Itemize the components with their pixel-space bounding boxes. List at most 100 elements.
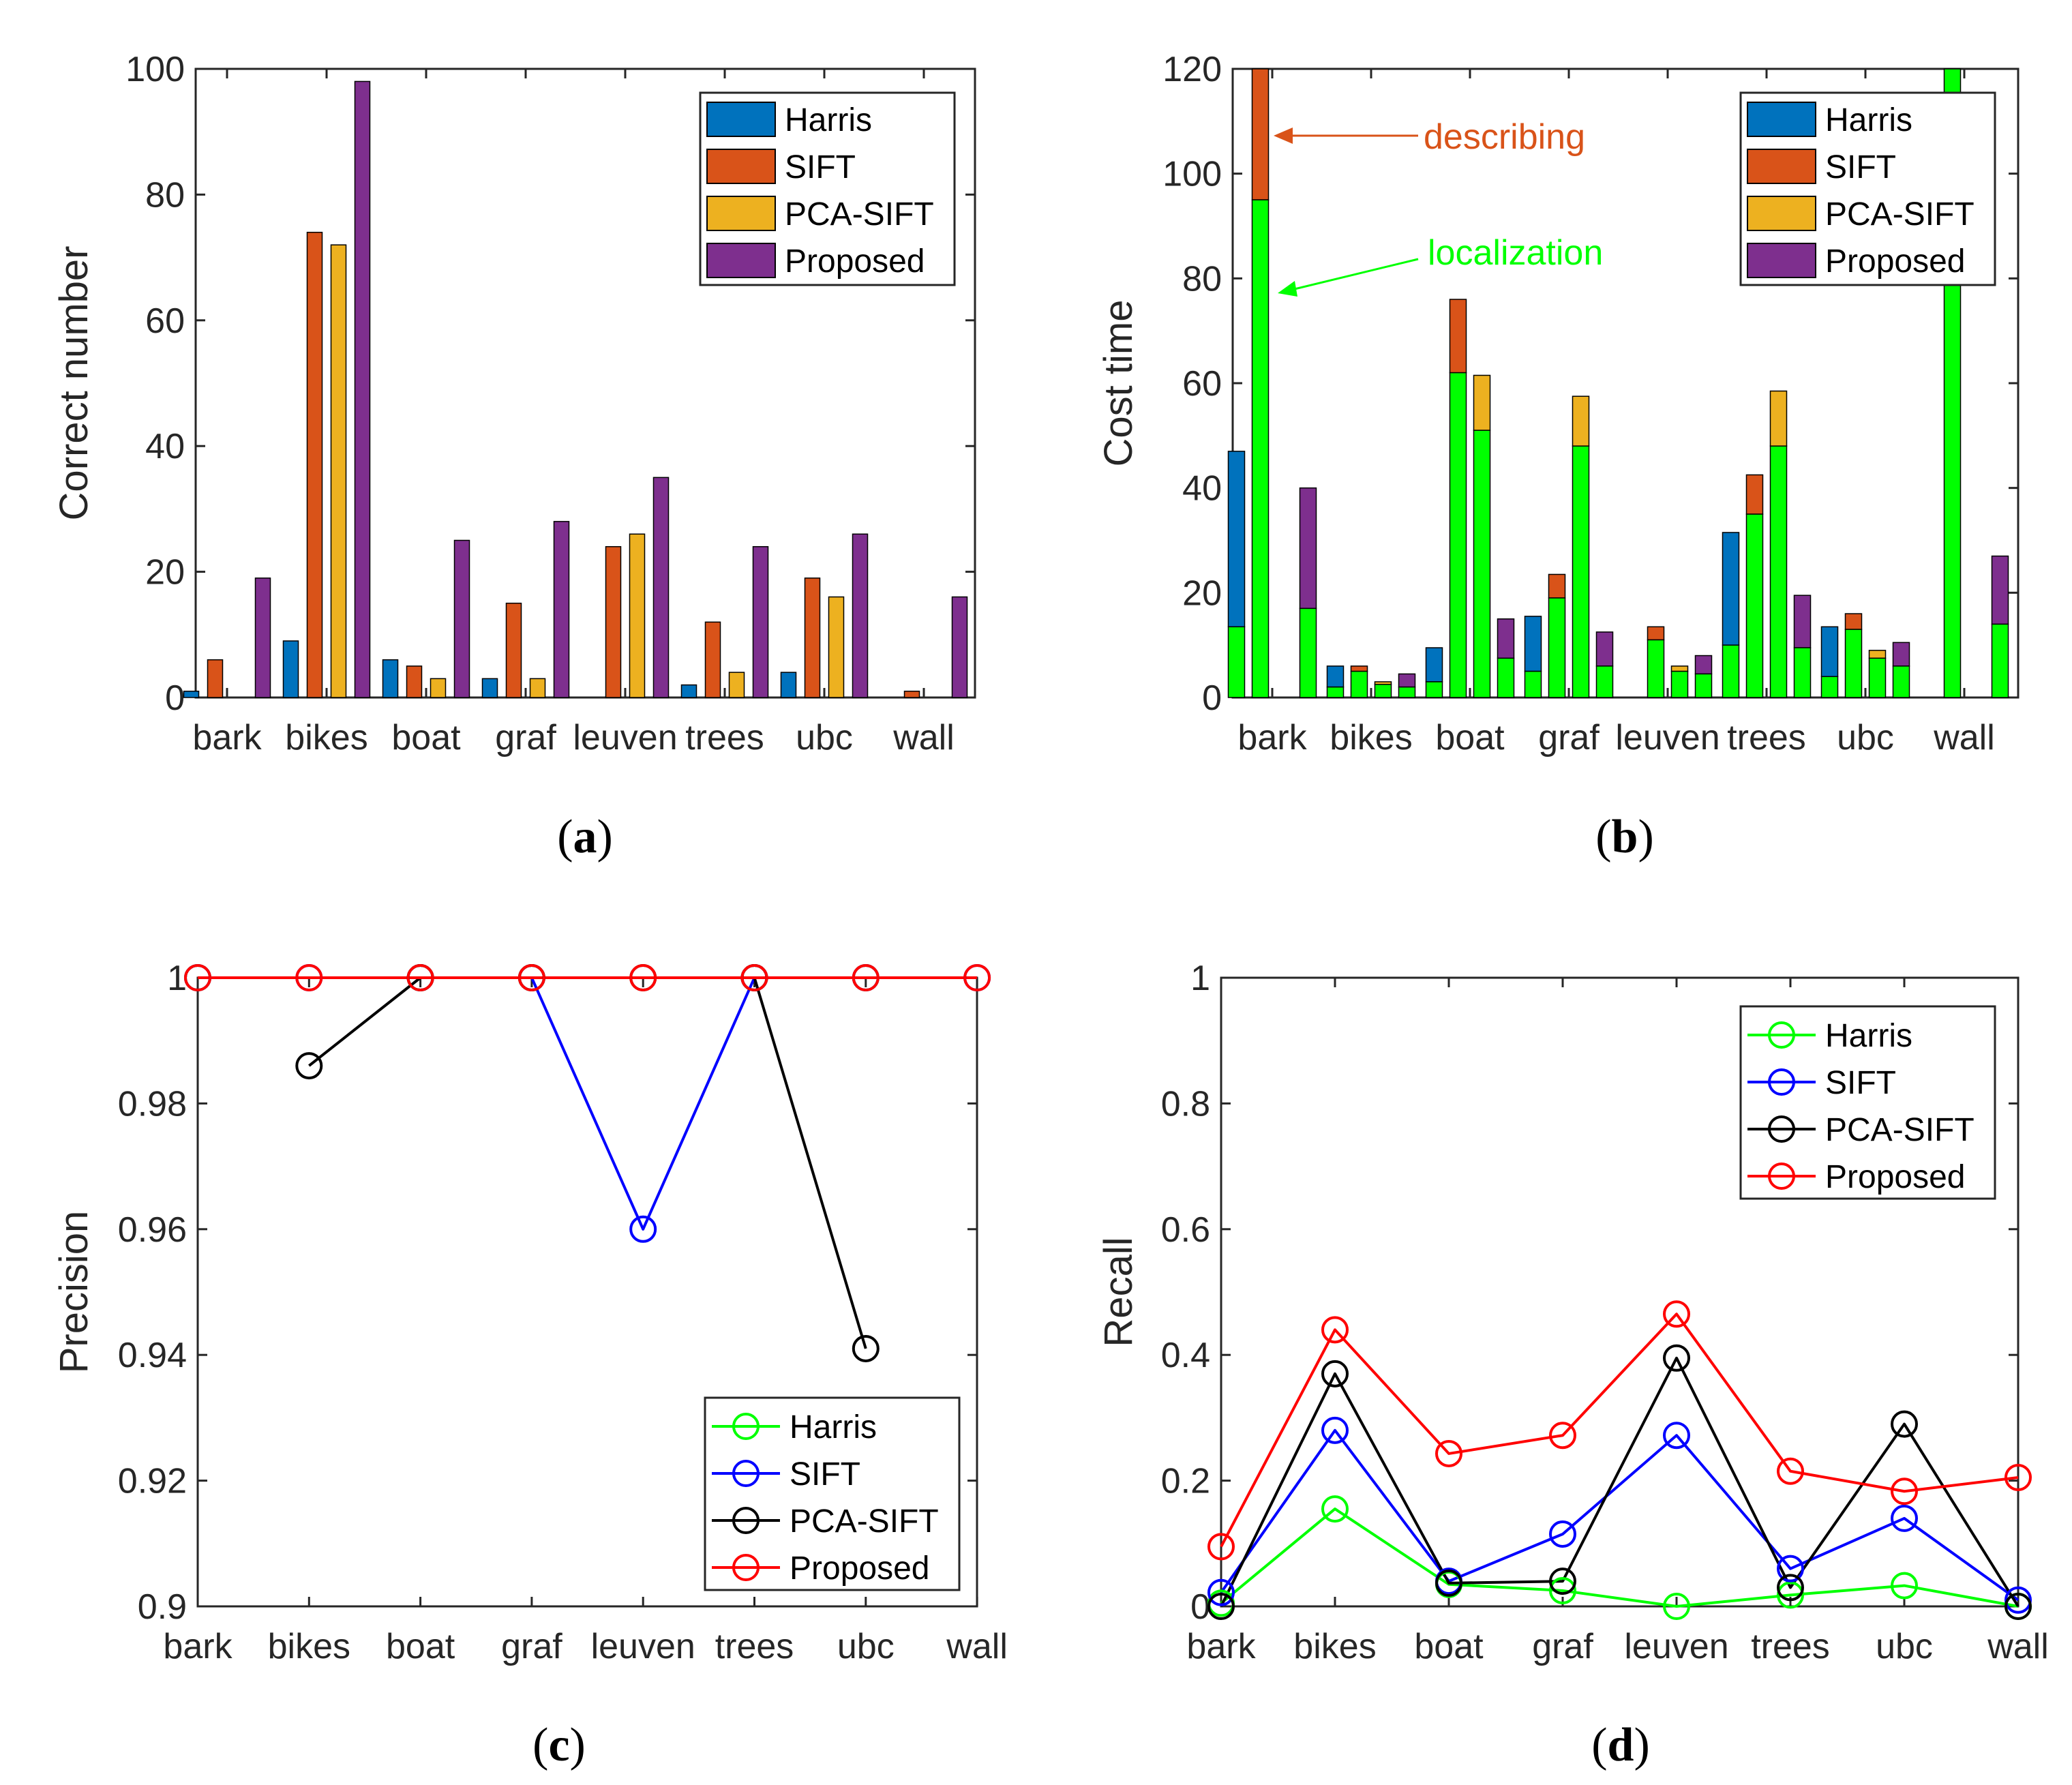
panel-b-bar-sift-describing [1844,613,1863,630]
panel-d-legend-box [1739,1005,1996,1200]
panel-a-bar-proposed [553,521,570,698]
panel-b-legend-label: Proposed [1825,243,1965,280]
panel-b-bar-pca-sift-describing [1868,650,1887,659]
panel-a-x-tick-label: bark [192,718,262,758]
panel-d-legend-marker-proposed [1768,1162,1795,1190]
panel-d-point-pca-sift [1435,1569,1462,1597]
panel-d-point-sift [1207,1578,1235,1606]
panel-b-bar-harris-describing [1227,451,1246,628]
panel-a-x-tick-label: ubc [796,718,853,758]
localization-arrow [1282,258,1419,293]
panel-d-point-pca-sift [1321,1360,1349,1388]
panel-d-point-pca-sift [1207,1593,1235,1620]
panel-d-point-sift [1549,1520,1576,1548]
panel-b-x-tick-label: graf [1538,718,1600,758]
panel-c-y-tick-label: 0.98 [118,1084,187,1124]
panel-a-bar-proposed [852,533,869,698]
panel-d-y-axis-label: Recall [1096,1237,1141,1347]
panel-a-legend-label: Harris [785,102,872,138]
describing-annotation: describing [1274,117,1585,157]
panel-a-x-tick-label: leuven [573,718,677,758]
panel-b-y-tick-label: 60 [1182,364,1222,404]
panel-d-x-tick-label: bark [1186,1627,1256,1666]
panel-b-bar-pca-sift-describing [1473,374,1491,431]
panel-b-bar-sift-describing [1449,299,1467,374]
panel-d-y-tick-label: 1 [1190,959,1210,998]
panel-c-legend-label: Harris [790,1409,877,1445]
panel-c-point-pca-sift [852,1334,880,1362]
panel-b-bar-pca-sift-localization [1572,445,1590,698]
panel-a-bar-proposed [752,545,769,698]
panel-d-x-tick-label: leuven [1624,1627,1728,1666]
panel-a-y-tick-label: 0 [165,678,185,718]
panel-a-bar-pca-sift [330,244,347,698]
panel-c-point-proposed [963,964,991,991]
panel-d-point-proposed [1207,1533,1235,1561]
panel-b-bar-pca-sift-localization [1769,445,1788,698]
panel-b-bar-proposed-localization [1793,647,1812,698]
panel-c-legend-marker-pca-sift [732,1507,760,1534]
panel-d-point-harris [1549,1576,1576,1604]
panel-a-marks: 0 20 40 60 80 100 bark bikes boat graf leuven trees… [125,50,975,758]
panel-c-legend: Harris SIFT PCA-SIFT Proposed [704,1396,961,1591]
panel-b-y-tick-label: 100 [1162,155,1222,194]
panel-a-x-tick-label: trees [685,718,764,758]
panel-b-x-tick-label: boat [1435,718,1505,758]
panel-d-legend-marker-pca-sift [1768,1115,1795,1143]
panel-a-legend-swatch-sift [706,149,776,184]
panel-d-y-tick-label: 0.4 [1161,1336,1210,1375]
panel-b-bar-sift-localization [1548,597,1566,698]
panel-a-bar-sift [306,231,323,698]
panel-b-x-tick-label: wall [1933,718,1995,758]
panel-a-bar-harris [382,659,399,698]
panel-d-point-harris [1663,1593,1690,1620]
panel-a-bar-pca-sift [728,672,745,698]
panel-d-legend-label: SIFT [1825,1065,1896,1101]
panel-c-y-tick-label: 1 [167,959,187,998]
panel-c-x-tick-label: boat [386,1627,455,1666]
panel-c-point-proposed [740,964,768,991]
panel-a-bar-proposed [354,80,371,698]
panel-b-x-tick-label: bark [1237,718,1307,758]
panel-b-bar-pca-sift-localization [1473,430,1491,698]
panel-d-x-tick-label: graf [1532,1627,1593,1666]
panel-b-bar-sift-describing [1745,474,1764,515]
panel-a-bar-pca-sift [629,533,646,698]
panel-a-y-tick-label: 80 [145,175,185,215]
panel-a-y-tick-label: 20 [145,553,185,592]
panel-c-marks: 0.9 0.92 0.94 0.96 0.98 1 bark bikes boat graf leu… [118,959,1008,1666]
panel-b-bar-proposed-localization [1694,673,1713,698]
panel-d-y-tick-label: 0.6 [1161,1210,1210,1250]
panel-d-y-tick-label: 0.8 [1161,1084,1210,1124]
panel-d-x-tick-label: boat [1414,1627,1484,1666]
panel-b-bar-proposed-describing [1892,642,1910,667]
panel-b-bar-sift-describing [1647,626,1665,641]
panel-d-point-sift [1663,1422,1690,1450]
panel-b-y-tick-label: 120 [1162,50,1222,89]
panel-c-legend-marker-sift [732,1460,760,1487]
panel-b-bar-pca-sift-localization [1374,684,1392,698]
panel-b-x-tick-label: bikes [1330,718,1412,758]
panel-a-bar-harris [282,640,299,698]
panel-d-caption: (d) [1591,1719,1650,1771]
panel-b-bar-sift-localization [1449,372,1467,698]
panel-b-bar-pca-sift-describing [1670,665,1689,672]
panel-b-bar-proposed-describing [1595,631,1614,667]
panel-a-y-tick-label: 100 [125,50,185,89]
panel-b-caption: (b) [1595,811,1654,863]
panel-d-legend-label: Proposed [1825,1159,1965,1195]
panel-a-y-axis-label: Correct number [52,246,96,521]
panel-c-point-proposed [517,964,545,991]
panel-a-x-tick-label: graf [495,718,556,758]
panel-a-legend-swatch-harris [706,102,776,137]
panel-d-point-proposed [1435,1439,1462,1467]
panel-b-bar-sift-describing [1548,573,1566,599]
panel-d-legend-label: Harris [1825,1018,1912,1054]
panel-d-point-proposed [2005,1463,2032,1491]
panel-a-bar-sift [505,602,522,698]
panel-b-bar-proposed-describing [1398,673,1416,688]
panel-c-legend-marker-harris [732,1413,760,1440]
panel-c-y-axis-label: Precision [52,1211,96,1374]
panel-c-point-pca-sift [295,1052,323,1080]
panel-c-legend-label: PCA-SIFT [790,1503,939,1540]
